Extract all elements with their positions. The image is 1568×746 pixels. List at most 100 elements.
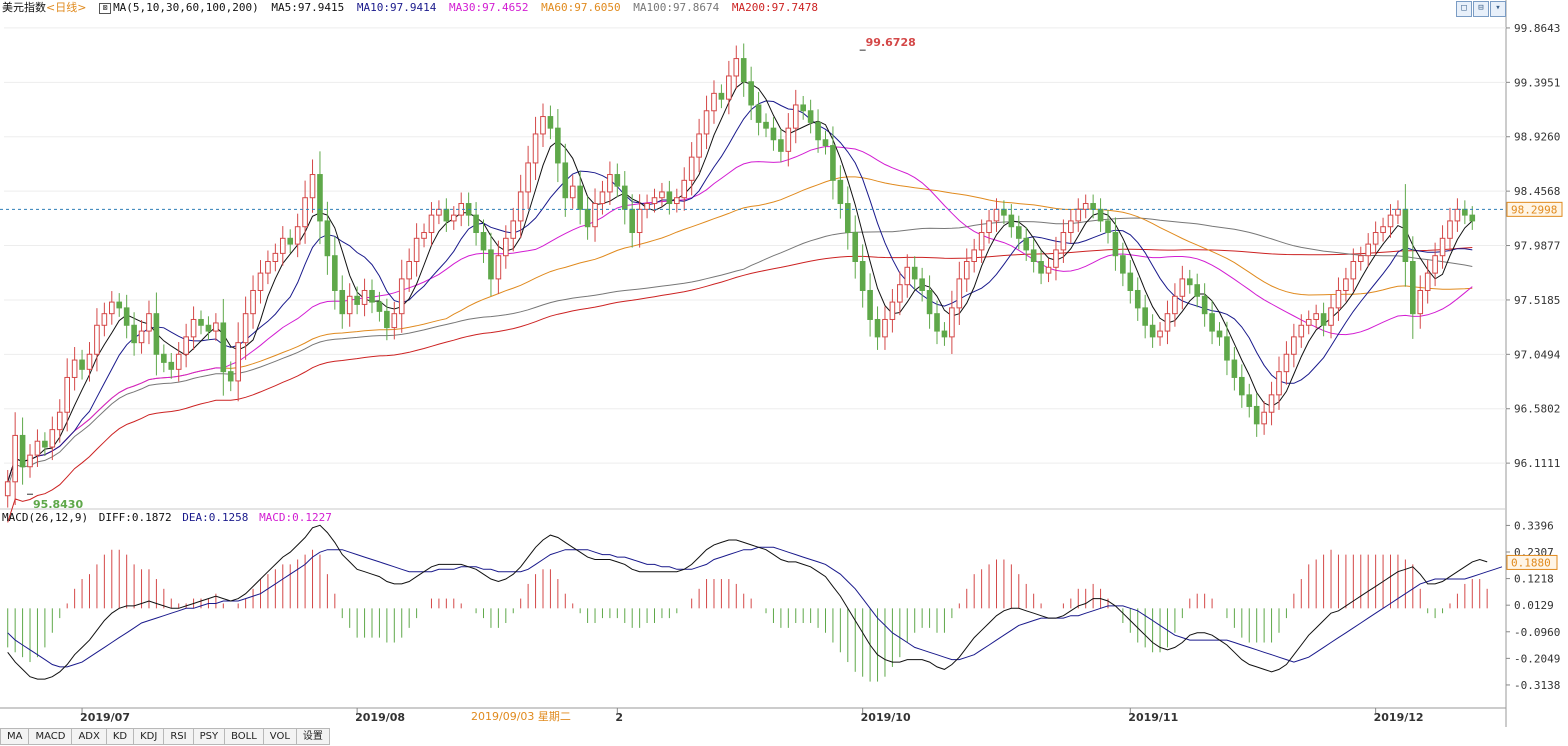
current-price-label: 98.2998 (1511, 203, 1557, 216)
candle-down (317, 174, 323, 222)
macd-diff-value: DIFF:0.1872 (98, 511, 172, 524)
candle-up (190, 318, 197, 338)
candle-up (138, 330, 145, 344)
candle-up (272, 252, 279, 262)
dropdown-button[interactable]: ▾ (1490, 1, 1506, 17)
candle-down (562, 162, 569, 199)
candle-up (644, 203, 650, 210)
restore-button[interactable]: □ (1456, 1, 1472, 17)
price-tick-label: 96.5802 (1514, 403, 1560, 416)
candle-up (882, 318, 888, 338)
candle-up (1372, 232, 1379, 245)
candle-up (607, 174, 613, 193)
candle-down (131, 324, 137, 344)
tab-kdj[interactable]: KDJ (134, 728, 165, 745)
candle-up (1439, 237, 1446, 257)
candle-down (1231, 359, 1238, 378)
tab-psy[interactable]: PSY (193, 728, 226, 745)
candle-up (101, 313, 108, 326)
minimize-button[interactable]: ⊟ (1473, 1, 1489, 17)
time-tick-label: 2019/10 (861, 711, 911, 724)
candle-down (168, 361, 175, 370)
candle-up (525, 162, 531, 193)
ma5-value: MA5:97.9415 (271, 1, 345, 14)
candle-down (332, 255, 338, 291)
candle-up (1387, 214, 1394, 228)
candle-down (874, 318, 881, 338)
candle-down (339, 289, 346, 315)
chart-header: 美元指数<日线> ⊠ MA(5,10,30,60,100,200) MA5:97.… (2, 0, 824, 16)
candle-up (1365, 243, 1372, 257)
tab-ma[interactable]: MA (0, 728, 30, 745)
candle-down (153, 313, 160, 355)
macd-current-label: 0.1880 (1511, 556, 1551, 569)
candle-down (941, 330, 948, 338)
candle-up (213, 322, 219, 332)
tab-macd[interactable]: MACD (29, 728, 73, 745)
candle-up (569, 185, 576, 199)
candle-down (161, 353, 167, 363)
candle-down (79, 359, 85, 370)
candle-up (674, 197, 680, 205)
candle-down (859, 261, 866, 291)
tab-adx[interactable]: ADX (72, 728, 107, 745)
tab-settings[interactable]: 设置 (296, 728, 330, 745)
candle-down (488, 249, 494, 280)
macd-histogram-value: MACD:0.1227 (259, 511, 332, 524)
candle-up (64, 376, 70, 413)
period-label[interactable]: <日线> (46, 1, 87, 14)
candle-up (1357, 255, 1364, 262)
candle-down (369, 289, 375, 303)
macd-tick-label: 0.3396 (1514, 519, 1554, 532)
tab-rsi[interactable]: RSI (164, 728, 194, 745)
candle-up (1350, 261, 1357, 280)
candle-up (1268, 394, 1275, 413)
ma100-line (7, 217, 1473, 488)
tab-kd[interactable]: KD (106, 728, 135, 745)
candle-up (659, 191, 665, 199)
candle-up (183, 336, 189, 355)
candle-up (1380, 226, 1386, 234)
candle-down (1186, 278, 1193, 286)
candle-up (1298, 324, 1305, 338)
candle-up (733, 58, 740, 77)
tab-vol[interactable]: VOL (263, 728, 297, 745)
candle-down (614, 174, 621, 187)
candle-down (1112, 232, 1119, 257)
candle-up (889, 301, 896, 320)
candle-up (703, 110, 710, 135)
candle-up (294, 226, 301, 245)
tab-boll[interactable]: BOLL (225, 728, 264, 745)
candle-up (532, 133, 539, 164)
candle-up (949, 307, 955, 338)
candle-down (1239, 376, 1245, 396)
candle-down (822, 139, 829, 147)
candle-down (123, 307, 130, 326)
candle-up (86, 353, 93, 370)
ma30-value: MA30:97.4652 (448, 1, 529, 14)
candle-up (651, 197, 658, 205)
candle-up (1432, 255, 1438, 274)
candle-down (807, 110, 814, 123)
price-tick-label: 97.9877 (1514, 240, 1560, 253)
candle-down (748, 81, 754, 106)
candle-down (1127, 272, 1134, 291)
candle-up (1291, 336, 1297, 355)
macd-tick-label: -0.3138 (1514, 679, 1560, 692)
ma-icon[interactable]: ⊠ (99, 2, 112, 14)
candle-down (926, 289, 933, 315)
indicator-tabs: MA MACD ADX KD KDJ RSI PSY BOLL VOL 设置 (0, 728, 330, 745)
candle-up (146, 313, 152, 332)
candle-up (391, 313, 398, 329)
candle-down (1410, 261, 1416, 315)
candle-up (636, 208, 643, 234)
candle-up (1164, 313, 1171, 332)
candle-down (19, 434, 26, 468)
candle-down (800, 104, 806, 112)
candle-up (726, 75, 732, 100)
candle-down (844, 203, 851, 234)
candle-up (681, 179, 688, 199)
candle-down (577, 185, 583, 210)
candle-down (755, 104, 762, 123)
